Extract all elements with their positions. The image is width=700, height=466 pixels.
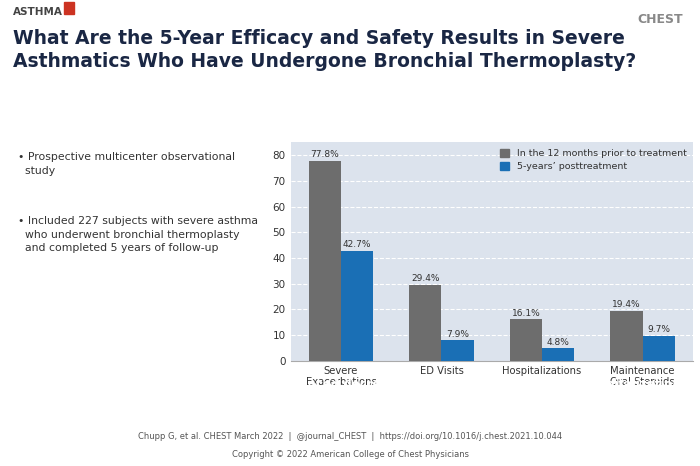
Text: 42.7%: 42.7% [343,240,371,249]
Text: Chupp G, et al. CHEST March 2022  |  @journal_CHEST  |  https://doi.org/10.1016/: Chupp G, et al. CHEST March 2022 | @jour… [138,432,562,440]
Text: RESULTS: RESULTS [460,112,517,125]
Text: 77.8%: 77.8% [311,150,340,159]
Bar [643,336,675,361]
Bar [542,349,574,361]
Text: What Are the 5-Year Efficacy and Safety Results in Severe
Asthmatics Who Have Un: What Are the 5-Year Efficacy and Safety … [13,29,636,71]
Bar [442,340,474,361]
Text: 4.8%: 4.8% [547,337,570,347]
Legend: In the 12 months prior to treatment, 5-years’ posttreatment: In the 12 months prior to treatment, 5-y… [498,147,688,173]
Text: • Included 227 subjects with severe asthma
  who underwent bronchial thermoplast: • Included 227 subjects with severe asth… [18,216,258,253]
Text: 16.1%: 16.1% [512,308,540,317]
Text: ASTHMA: ASTHMA [13,7,62,17]
Text: Copyright © 2022 American College of Chest Physicians: Copyright © 2022 American College of Che… [232,450,468,459]
Text: 29.4%: 29.4% [411,274,440,283]
Bar [510,319,542,361]
Text: Five years after treatment, subjects experienced decreases in severe exacerbatio: Five years after treatment, subjects exp… [13,378,692,408]
Text: • Prospective multicenter observational
  study: • Prospective multicenter observational … [18,152,234,176]
Text: 19.4%: 19.4% [612,300,640,309]
Text: 9.7%: 9.7% [647,325,670,334]
Text: 7.9%: 7.9% [446,329,469,339]
Bar [610,311,643,361]
Bar [341,251,373,361]
Bar [309,161,341,361]
Bar [64,2,74,14]
Bar [410,285,442,361]
Text: CHEST: CHEST [637,13,682,26]
Text: STUDY DESIGN: STUDY DESIGN [90,112,187,125]
